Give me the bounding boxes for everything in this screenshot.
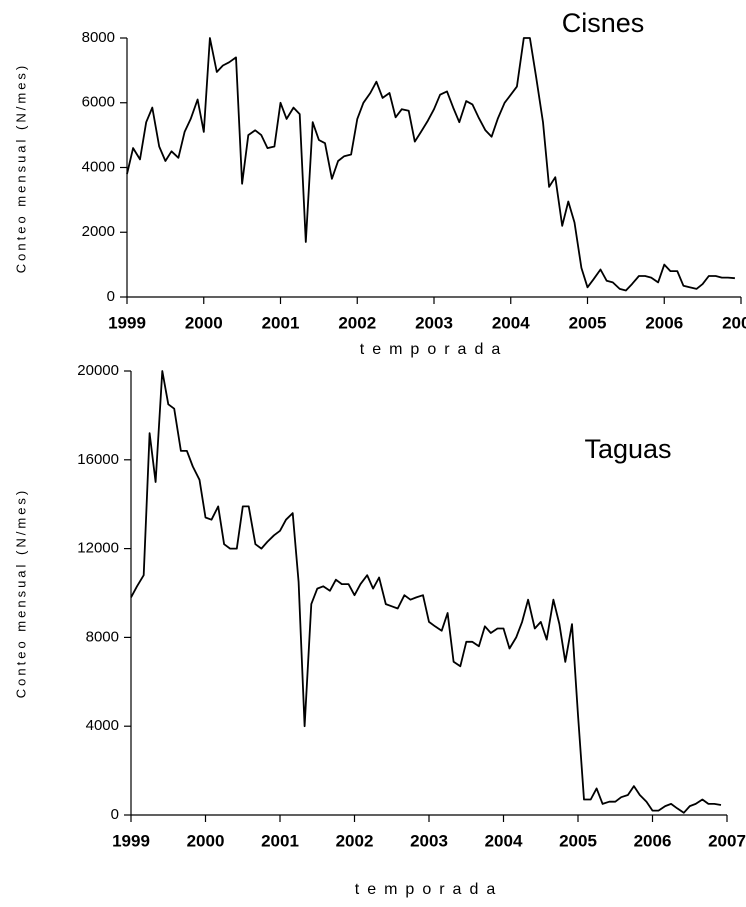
annotation: Taguas — [584, 434, 671, 464]
x-tick-label: 2006 — [645, 313, 683, 332]
y-tick-label: 0 — [111, 806, 119, 823]
y-tick-label: 4000 — [86, 717, 119, 734]
x-tick-label: 2001 — [261, 831, 299, 850]
y-tick-label: 8000 — [82, 29, 115, 46]
x-tick-label: 2004 — [492, 313, 530, 332]
x-tick-label: 2007 — [722, 313, 746, 332]
x-tick-label: 2000 — [185, 313, 223, 332]
y-tick-label: 20000 — [77, 362, 119, 379]
y-tick-label: 4000 — [82, 158, 115, 175]
y-axis-label: Conteo mensual (N/mes) — [13, 63, 28, 274]
x-tick-label: 2007 — [708, 831, 746, 850]
data-line — [126, 37, 735, 292]
x-tick-label: 2005 — [569, 313, 607, 332]
x-tick-label: 2004 — [485, 831, 523, 850]
y-tick-label: 8000 — [86, 628, 119, 645]
annotation: Cisnes — [562, 8, 645, 38]
x-tick-label: 2005 — [559, 831, 597, 850]
x-axis-label: temporada — [355, 881, 504, 898]
x-tick-label: 1999 — [112, 831, 150, 850]
x-tick-label: 2003 — [415, 313, 453, 332]
y-tick-label: 0 — [107, 288, 115, 305]
x-tick-label: 2000 — [187, 831, 225, 850]
y-axis-label: Conteo mensual (N/mes) — [13, 488, 28, 699]
x-tick-label: 2002 — [336, 831, 374, 850]
y-tick-label: 12000 — [77, 540, 119, 557]
y-tick-label: 16000 — [77, 451, 119, 468]
x-tick-label: 2003 — [410, 831, 448, 850]
x-tick-label: 2002 — [338, 313, 376, 332]
y-tick-label: 6000 — [82, 94, 115, 111]
x-tick-label: 1999 — [108, 313, 146, 332]
data-line — [130, 370, 722, 814]
x-tick-label: 2006 — [634, 831, 672, 850]
y-tick-label: 2000 — [82, 223, 115, 240]
x-axis-label: temporada — [360, 341, 509, 358]
x-tick-label: 2001 — [262, 313, 300, 332]
